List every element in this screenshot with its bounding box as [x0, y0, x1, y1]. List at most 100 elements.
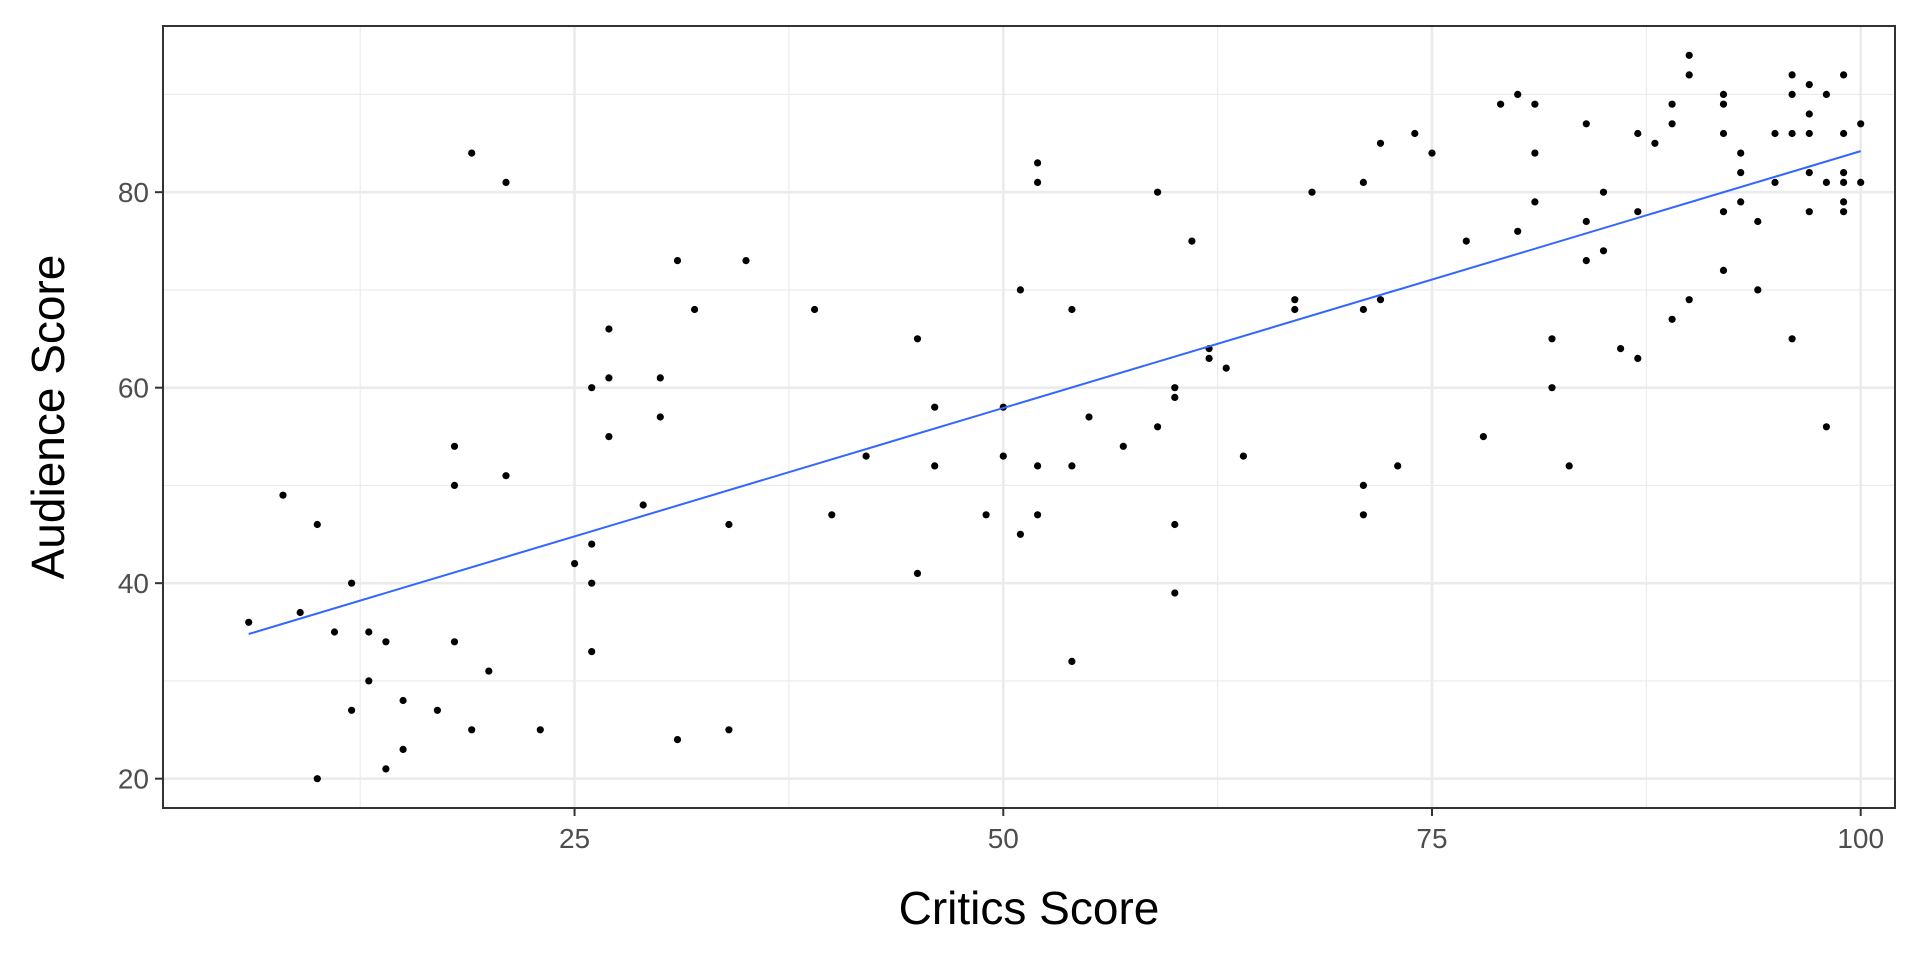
data-point	[1805, 129, 1813, 138]
data-point	[1497, 100, 1505, 108]
data-point	[1171, 384, 1179, 392]
data-point	[1171, 589, 1179, 597]
data-point	[279, 491, 287, 499]
data-point	[1205, 354, 1213, 362]
data-point	[1085, 413, 1093, 421]
data-point	[1188, 237, 1196, 245]
data-point	[1034, 178, 1042, 186]
data-point	[1788, 71, 1796, 79]
data-point	[605, 433, 613, 441]
data-point	[639, 501, 647, 509]
data-point	[1359, 305, 1367, 314]
data-point	[1805, 81, 1813, 89]
data-point	[1840, 129, 1848, 138]
data-point	[1514, 90, 1522, 98]
data-point	[588, 384, 596, 392]
data-point	[365, 628, 373, 636]
data-point	[913, 335, 922, 343]
data-point	[1634, 354, 1642, 362]
data-point	[1840, 178, 1848, 186]
data-point	[1222, 364, 1230, 372]
data-point	[1840, 71, 1848, 79]
data-point	[245, 618, 253, 626]
data-point	[1685, 296, 1693, 304]
data-point	[1634, 208, 1642, 216]
data-point	[536, 726, 544, 734]
data-point	[1239, 452, 1247, 460]
data-point	[399, 745, 407, 754]
data-point	[1548, 384, 1556, 392]
data-point	[502, 178, 510, 186]
axis-ticks	[155, 191, 1862, 816]
data-point	[348, 579, 356, 587]
data-point	[1719, 208, 1728, 216]
data-point	[502, 472, 510, 480]
data-point	[1617, 345, 1625, 353]
data-point	[1668, 120, 1676, 128]
data-point	[1582, 120, 1590, 128]
data-point	[1737, 198, 1745, 206]
y-axis-title: Audience Score	[22, 255, 74, 580]
data-points	[245, 51, 1865, 783]
data-point	[1479, 433, 1487, 441]
data-point	[1582, 217, 1590, 226]
data-point	[382, 765, 390, 773]
y-tick-label: 40	[118, 568, 149, 599]
data-point	[1548, 335, 1556, 343]
data-point	[571, 560, 579, 568]
data-point	[1805, 110, 1813, 118]
data-point	[1822, 423, 1830, 431]
data-point	[1822, 178, 1830, 186]
data-point	[313, 775, 321, 783]
data-point	[433, 706, 441, 714]
data-point	[1719, 129, 1728, 138]
data-point	[1016, 286, 1024, 294]
data-point	[1428, 149, 1436, 157]
data-point	[450, 442, 459, 450]
data-point	[1719, 90, 1728, 98]
data-point	[485, 667, 493, 675]
y-tick-label: 80	[118, 177, 149, 208]
data-point	[1805, 208, 1813, 216]
x-tick-label: 50	[988, 823, 1019, 854]
data-point	[1531, 198, 1539, 206]
x-tick-label: 75	[1416, 823, 1447, 854]
data-point	[913, 569, 922, 578]
data-point	[1291, 296, 1299, 304]
data-point	[365, 677, 373, 685]
data-point	[999, 452, 1007, 460]
data-point	[1068, 657, 1076, 666]
data-point	[1840, 169, 1848, 177]
data-point	[450, 481, 459, 489]
data-point	[1411, 129, 1419, 138]
data-point	[1462, 237, 1470, 245]
data-point	[1154, 423, 1162, 431]
data-point	[588, 579, 596, 587]
data-point	[588, 648, 596, 656]
data-point	[1154, 188, 1162, 196]
data-point	[1034, 511, 1042, 519]
x-tick-label: 100	[1837, 823, 1884, 854]
data-point	[1034, 159, 1042, 167]
data-point	[1582, 257, 1590, 265]
data-point	[605, 325, 613, 333]
data-point	[931, 403, 939, 411]
data-point	[1359, 178, 1367, 186]
data-point	[1376, 139, 1385, 147]
data-point	[1668, 315, 1676, 323]
data-point	[1068, 305, 1076, 314]
y-tick-label: 60	[118, 373, 149, 404]
data-point	[313, 520, 321, 529]
data-point	[1788, 90, 1796, 98]
data-point	[1634, 129, 1642, 138]
data-point	[450, 638, 459, 646]
data-point	[1394, 462, 1402, 470]
y-tick-label: 20	[118, 764, 149, 795]
data-point	[1857, 178, 1865, 186]
data-point	[862, 452, 870, 460]
data-point	[1771, 178, 1779, 186]
data-point	[1719, 100, 1728, 108]
data-point	[588, 540, 596, 548]
data-point	[656, 413, 664, 421]
